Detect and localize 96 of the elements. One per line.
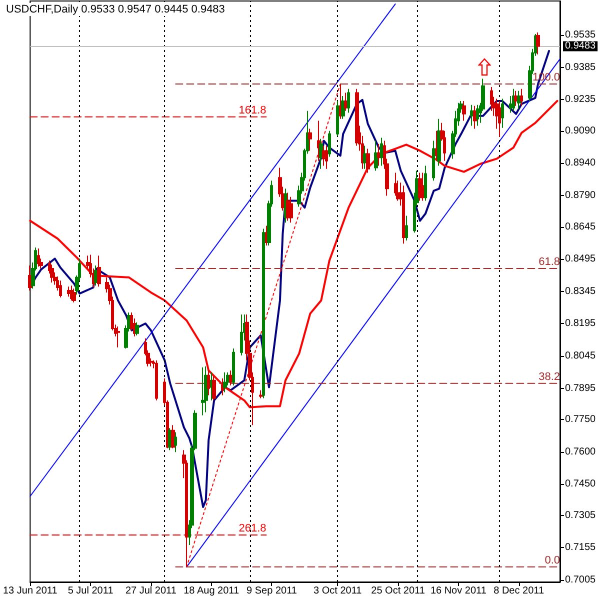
candlestick — [174, 432, 177, 453]
candlestick — [377, 143, 381, 166]
candlestick — [476, 104, 479, 126]
candlestick — [347, 88, 350, 114]
y-tick-label: 0.7155 — [565, 542, 596, 554]
candlestick — [210, 372, 213, 401]
candlestick — [435, 130, 438, 162]
candlestick — [473, 105, 477, 130]
candlestick — [374, 140, 378, 172]
candlestick — [50, 264, 54, 284]
x-tick-label: 5 Jul 2011 — [68, 586, 114, 596]
series-label: 261.8 — [238, 522, 266, 535]
candlestick — [418, 172, 422, 202]
y-tick-label: 0.7450 — [565, 478, 596, 490]
candlestick — [317, 120, 320, 162]
y-tick-label: 0.9535 — [565, 30, 596, 41]
x-tick-label: 13 Jun 2011 — [2, 586, 58, 596]
y-tick-label: 0.8940 — [565, 158, 596, 169]
series-label: 0.0 — [544, 554, 560, 566]
x-tick-label: 25 Oct 2011 — [371, 586, 426, 596]
candlestick — [336, 100, 339, 136]
candlestick — [319, 138, 323, 170]
candlestick — [240, 314, 243, 356]
candlestick — [171, 424, 175, 449]
candlestick — [59, 280, 62, 298]
candlestick — [212, 376, 216, 401]
candlestick — [259, 390, 263, 399]
candlestick — [37, 248, 40, 268]
candlestick — [116, 326, 120, 348]
y-tick-label: 0.8345 — [565, 286, 596, 297]
candlestick — [339, 83, 342, 120]
candlestick — [514, 90, 518, 106]
candlestick — [536, 32, 540, 55]
x-tick-label: 9 Sep 2011 — [246, 586, 298, 596]
candlestick — [344, 92, 348, 112]
candlestick — [512, 88, 515, 112]
candlestick — [223, 372, 227, 393]
y-tick-label: 0.7305 — [565, 510, 596, 521]
candlestick — [135, 322, 139, 336]
candlestick — [501, 98, 504, 128]
y-tick-label: 0.7895 — [565, 382, 596, 394]
x-tick-label: 3 Oct 2011 — [314, 586, 362, 596]
candlestick — [498, 100, 501, 138]
candlestick — [221, 378, 224, 396]
candlestick — [402, 185, 405, 244]
candlestick — [437, 118, 441, 166]
y-tick-label: 0.8645 — [565, 221, 596, 232]
candlestick — [232, 348, 235, 386]
candlestick — [432, 140, 435, 182]
candlestick — [470, 104, 474, 126]
candlestick — [97, 255, 101, 288]
series-label: 61.8 — [538, 256, 560, 268]
x-tick-label: 16 Nov 2011 — [430, 586, 487, 596]
candlestick — [462, 100, 466, 122]
candlestick — [289, 196, 293, 224]
candlestick — [341, 96, 345, 120]
y-tick-label: 0.8495 — [565, 254, 596, 265]
x-tick-label: 8 Dec 2011 — [494, 586, 544, 596]
y-tick-label: 0.9235 — [565, 94, 596, 106]
ref-line-label: 0.9483 — [565, 40, 596, 52]
candlestick — [201, 366, 205, 416]
y-tick-label: 0.7005 — [565, 574, 596, 586]
candlestick — [308, 128, 312, 152]
series-label: 161.8 — [238, 104, 266, 116]
y-tick-label: 0.9385 — [565, 62, 596, 73]
candlestick — [517, 90, 521, 110]
candlestick — [204, 366, 208, 413]
candlestick — [405, 215, 408, 242]
candlestick — [424, 165, 427, 202]
candlestick — [363, 145, 367, 170]
candlestick — [520, 88, 523, 106]
y-tick-label: 0.8045 — [565, 350, 596, 362]
candlestick — [207, 370, 210, 396]
y-tick-label: 0.7750 — [565, 414, 596, 426]
candlestick — [325, 145, 328, 170]
candlestick — [394, 172, 397, 196]
candlestick — [380, 137, 383, 166]
x-tick-label: 18 Aug 2011 — [184, 586, 240, 596]
candlestick — [28, 265, 32, 292]
candlestick — [322, 145, 326, 166]
candlestick — [229, 370, 232, 386]
candlestick — [366, 148, 370, 174]
candlestick — [328, 130, 331, 158]
candlestick — [355, 88, 359, 146]
candlestick — [421, 172, 424, 202]
chart-title: USDCHF,Daily 0.9533 0.9547 0.9445 0.9483 — [6, 4, 225, 16]
candlestick — [262, 228, 265, 399]
candlestick — [67, 286, 70, 298]
series-label: 38.2 — [538, 370, 560, 383]
candlestick — [155, 360, 158, 401]
y-tick-label: 0.7600 — [565, 446, 596, 458]
y-tick-label: 0.9090 — [565, 125, 596, 136]
candlestick — [72, 288, 76, 303]
y-tick-label: 0.8195 — [565, 318, 596, 330]
y-tick-label: 0.8790 — [565, 190, 596, 202]
x-tick-label: 27 Jul 2011 — [125, 586, 177, 596]
